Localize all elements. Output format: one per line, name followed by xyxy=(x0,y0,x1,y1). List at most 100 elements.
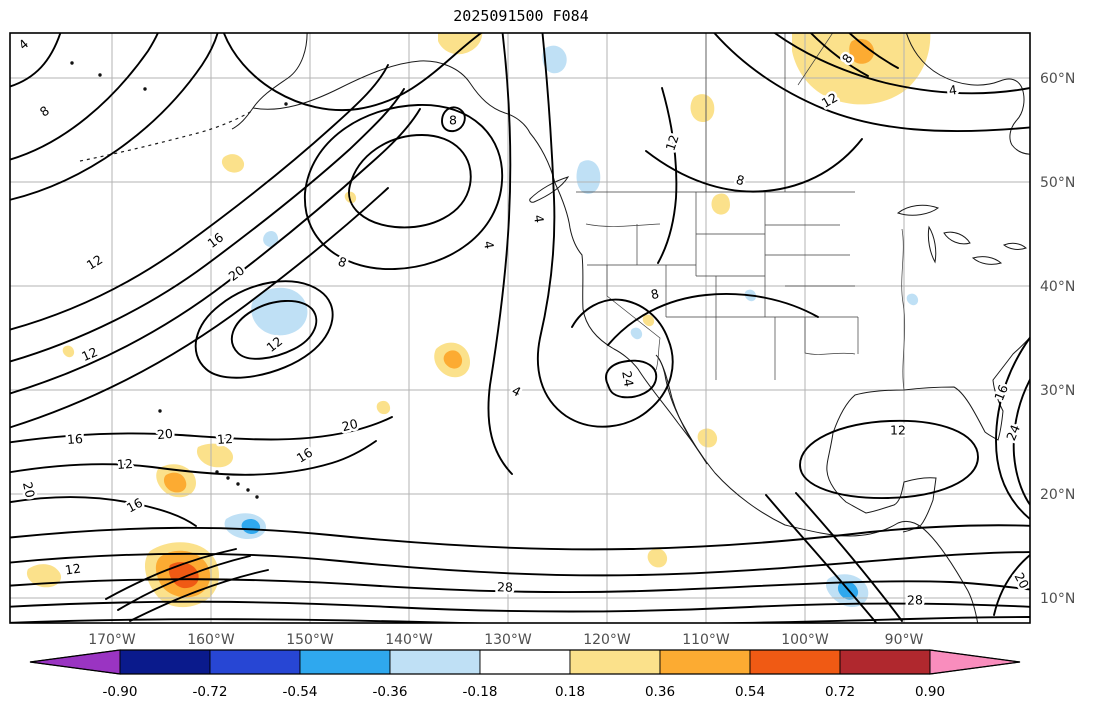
colorbar-under-arrow xyxy=(29,649,121,675)
colorbar-segment xyxy=(749,649,841,675)
state-border xyxy=(804,317,856,355)
colorbar-tick-label: -0.36 xyxy=(373,684,408,700)
contour-label: 28 xyxy=(907,592,923,608)
island-dot xyxy=(98,73,102,77)
contour-line xyxy=(605,359,658,399)
shading-patch xyxy=(690,94,715,123)
contour-label: 28 xyxy=(497,579,513,595)
contour-label: 16 xyxy=(205,229,227,251)
latitude-label: 10°N xyxy=(1040,591,1075,607)
contour-label: 8 xyxy=(734,172,746,189)
contour-line xyxy=(10,616,1030,623)
contour-line xyxy=(105,548,237,600)
contour-label: 8 xyxy=(449,113,457,128)
longitude-label: 140°W xyxy=(385,632,433,648)
contour-label: 16 xyxy=(66,431,83,447)
contour-line xyxy=(10,496,197,527)
contour-line xyxy=(773,33,1030,95)
colorbar-tick-label: 0.54 xyxy=(735,684,765,700)
contour-line xyxy=(10,33,62,88)
contour-line xyxy=(10,33,219,201)
contour-label: 4 xyxy=(15,36,31,53)
shading-patch xyxy=(344,191,357,204)
contour-line xyxy=(607,293,819,346)
island-dot xyxy=(246,488,250,492)
colorbar-segment xyxy=(389,649,481,675)
shading-patch xyxy=(642,314,655,327)
contour-line xyxy=(194,280,334,379)
contour-label: 8 xyxy=(649,286,660,302)
island-dot xyxy=(284,102,288,106)
colorbar-segment xyxy=(119,649,211,675)
shading-patch xyxy=(630,327,643,340)
plot-title: 2025091500 F084 xyxy=(453,7,588,25)
contour-line xyxy=(10,600,1030,613)
contour-line xyxy=(348,134,472,229)
contour-line xyxy=(10,416,393,444)
colorbar-tick-label: 0.36 xyxy=(645,684,675,700)
contour-line xyxy=(10,64,389,331)
shading-patch xyxy=(196,443,234,468)
shading-patch xyxy=(263,230,279,248)
latitude-label: 60°N xyxy=(1040,71,1075,87)
colorbar-tick-label: 0.18 xyxy=(555,684,585,700)
shading-patch xyxy=(792,33,931,105)
coastline xyxy=(896,204,940,216)
shading-patch xyxy=(26,564,62,588)
shading-patch xyxy=(849,38,875,64)
coastline xyxy=(927,225,937,264)
shading-patch xyxy=(711,193,730,215)
latitude-label: 20°N xyxy=(1040,487,1075,503)
shading-patch xyxy=(221,154,245,173)
contour-line xyxy=(765,494,878,623)
colorbar-segment xyxy=(299,649,391,675)
contour-line xyxy=(848,33,899,69)
shading-patch xyxy=(376,400,391,415)
shading-patch xyxy=(62,345,75,358)
contour-line xyxy=(10,88,405,363)
coastline xyxy=(529,176,570,203)
coastline xyxy=(826,432,937,533)
shading-patch xyxy=(168,562,199,589)
longitude-label: 150°W xyxy=(286,632,334,648)
coastline xyxy=(943,231,971,245)
contour-line xyxy=(10,108,421,395)
contour-label: 4 xyxy=(509,383,523,400)
shading-patch xyxy=(697,428,718,448)
contour-line xyxy=(799,419,979,499)
contour-label: 12 xyxy=(263,333,285,355)
island-dot xyxy=(226,476,230,480)
contour-label: 16 xyxy=(124,495,145,516)
contour-label: 16 xyxy=(294,445,315,466)
colorbar-tick-label: -0.54 xyxy=(283,684,318,700)
longitude-label: 160°W xyxy=(187,632,235,648)
contour-label: 4 xyxy=(948,82,958,98)
shading-patch xyxy=(906,293,919,306)
state-border xyxy=(797,33,834,86)
island-chain xyxy=(79,110,253,162)
colorbar-tick-label: 0.90 xyxy=(915,684,945,700)
contour-line xyxy=(487,33,513,475)
contour-line xyxy=(995,336,1030,521)
contour-label: 20 xyxy=(340,416,359,434)
contour-line xyxy=(10,33,159,161)
shading-patch xyxy=(438,33,483,55)
contour-line xyxy=(645,138,863,193)
colorbar-segment xyxy=(569,649,661,675)
colorbar-outline xyxy=(29,649,1021,675)
latitude-label: 50°N xyxy=(1040,175,1075,191)
contour-label: 12 xyxy=(890,423,906,438)
shading-patch xyxy=(542,45,567,74)
contour-line xyxy=(117,555,251,611)
longitude-label: 100°W xyxy=(781,632,829,648)
contour-label: 4 xyxy=(481,240,497,250)
contour-label: 20 xyxy=(20,480,38,499)
colorbar-segment xyxy=(479,649,571,675)
colorbar-over-arrow xyxy=(929,649,1021,675)
contour-line xyxy=(223,33,483,112)
contour-line xyxy=(657,87,678,264)
coastline xyxy=(1002,242,1027,250)
longitude-label: 90°W xyxy=(885,632,924,648)
